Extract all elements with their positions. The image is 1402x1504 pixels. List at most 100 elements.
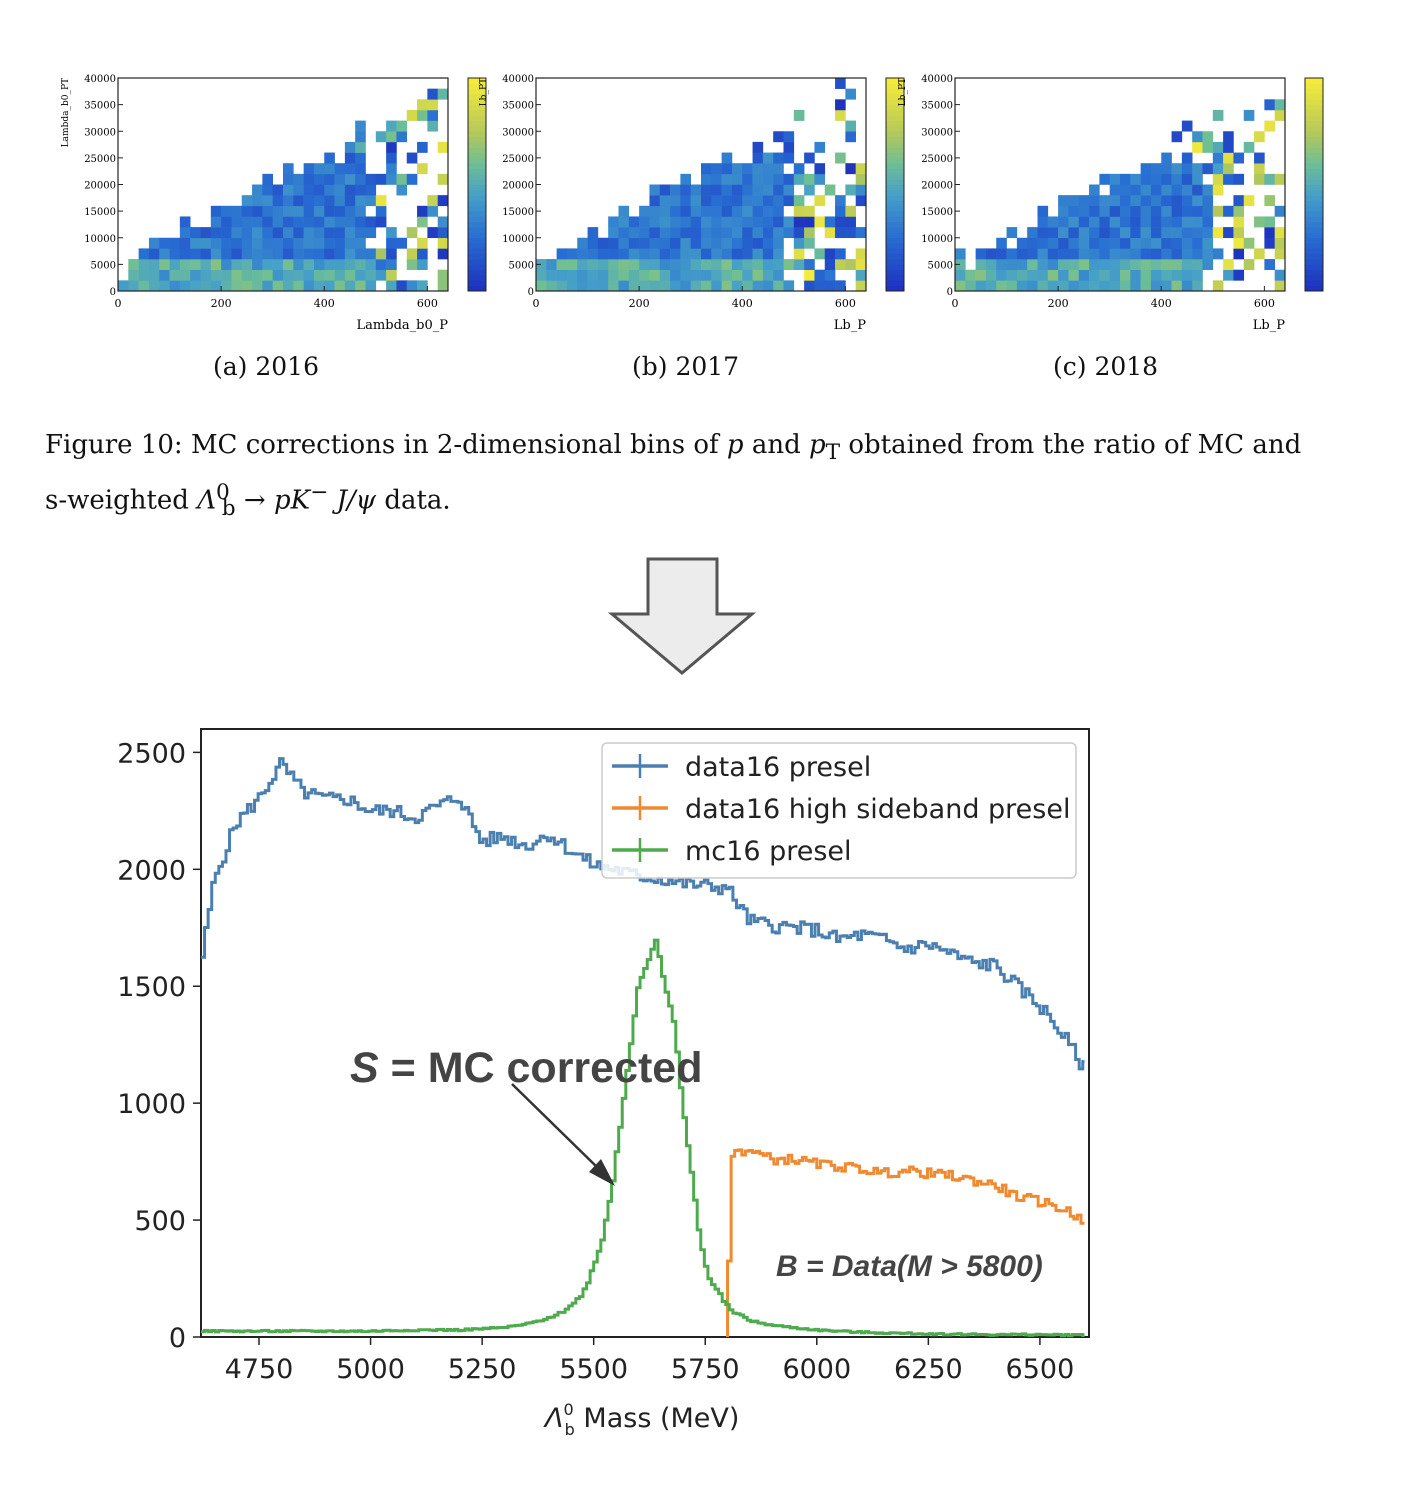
heatmap-cell — [386, 141, 397, 153]
x-tick-label: 6000 — [782, 1354, 851, 1385]
heatmap-cell — [313, 237, 325, 249]
heatmap-cell — [417, 248, 428, 260]
heatmap-cell — [1181, 195, 1193, 207]
colorbar-segment — [886, 125, 904, 132]
heatmap-cell — [375, 248, 387, 260]
heatmap-cell — [283, 227, 294, 239]
heatmap-cell — [437, 280, 449, 292]
heatmap-cell — [1171, 163, 1183, 175]
heatmap-cell — [437, 248, 449, 260]
heatmap-cell — [344, 184, 356, 196]
heatmap-cell — [179, 227, 191, 239]
colorbar-segment — [468, 104, 486, 111]
heatmap-cell — [1130, 237, 1141, 249]
heatmap-cell — [1078, 205, 1090, 217]
heatmap-cell — [1274, 280, 1286, 292]
heatmap-cell — [835, 78, 846, 89]
heatmap-cell — [231, 259, 243, 270]
heatmap-cell — [680, 195, 691, 207]
heatmap-cell — [1068, 259, 1080, 270]
caption-pt-sub: T — [825, 440, 841, 466]
heatmap-cell — [1016, 269, 1028, 281]
heatmap-cell — [1264, 195, 1275, 207]
heatmap-cell — [1068, 269, 1080, 281]
heatmap-cell — [293, 248, 304, 260]
heatmap-cell — [375, 216, 387, 228]
heatmap-cell — [721, 227, 733, 239]
heatmap-y-tick-label: 25000 — [84, 154, 116, 165]
heatmap-cell — [793, 248, 805, 260]
heatmap-cell — [241, 205, 253, 217]
heatmap-cell — [1150, 216, 1162, 228]
colorbar-segment — [468, 157, 486, 164]
heatmap-cell — [628, 227, 640, 239]
heatmap-cell — [1223, 227, 1234, 239]
heatmap-cell — [690, 237, 702, 249]
heatmap-cell — [1058, 280, 1069, 292]
heatmap-cell — [1264, 120, 1275, 132]
heatmap-cell — [804, 259, 815, 270]
heatmap-cell — [334, 227, 346, 239]
heatmap-cell — [855, 173, 867, 185]
colorbar-segment — [468, 184, 486, 191]
heatmap-cell — [1264, 259, 1275, 270]
heatmap-cell — [701, 280, 712, 292]
heatmap-cell — [303, 216, 315, 228]
heatmap-y-tick-label: 30000 — [921, 127, 953, 138]
colorbar-segment — [1305, 125, 1323, 132]
heatmap-cell — [752, 280, 764, 292]
heatmap-cell — [618, 259, 630, 270]
heatmap-cell — [406, 152, 418, 164]
heatmap-cell — [344, 280, 356, 292]
heatmap-cell — [690, 216, 702, 228]
heatmap-cell — [1171, 259, 1183, 270]
heatmap-cell — [427, 227, 438, 239]
heatmap-cell — [293, 205, 304, 217]
heatmap-cell — [731, 173, 743, 185]
heatmap-cell — [639, 269, 650, 281]
colorbar-segment — [886, 136, 904, 143]
heatmap-cell — [711, 184, 722, 196]
heatmap-cell — [1109, 195, 1121, 207]
heatmap-cell — [1264, 216, 1275, 228]
heatmap-cell — [334, 184, 346, 196]
heatmap-cell — [975, 248, 987, 260]
heatmap-cell — [814, 216, 826, 228]
heatmap-cell — [427, 99, 438, 111]
heatmap-y-tick-label: 15000 — [921, 207, 953, 218]
colorbar-segment — [886, 168, 904, 175]
colorbar-segment — [886, 88, 904, 95]
heatmap-cell — [437, 269, 449, 281]
heatmap-cell — [711, 163, 722, 175]
colorbar-segment — [1305, 99, 1323, 106]
heatmap-cell — [406, 248, 418, 260]
heatmap-cell — [835, 216, 846, 228]
heatmap-cell — [365, 184, 377, 196]
colorbar-segment — [1305, 285, 1323, 292]
heatmap-cell — [252, 227, 263, 239]
heatmap-cell — [386, 280, 397, 292]
caption-decay-sup: 0 — [216, 480, 230, 506]
heatmap-cell — [649, 216, 661, 228]
heatmap-cell — [742, 227, 753, 239]
x-tick-label: 6500 — [1006, 1354, 1075, 1385]
heatmap-cell — [365, 195, 377, 207]
heatmap-cell — [711, 259, 722, 270]
heatmap-cell — [680, 205, 691, 217]
heatmap-cell — [1212, 205, 1224, 217]
heatmap-cell — [1181, 120, 1193, 132]
heatmap-cell — [138, 248, 150, 260]
heatmap-cell — [690, 195, 702, 207]
colorbar-segment — [468, 141, 486, 148]
heatmap-cell — [1130, 227, 1141, 239]
s-annotation-italic: S — [350, 1044, 379, 1092]
heatmap-cell — [241, 259, 253, 270]
heatmap-cell — [731, 280, 743, 292]
heatmap-cell — [138, 259, 150, 270]
heatmap-cell — [417, 163, 428, 175]
heatmap-y-tick-label: 20000 — [921, 181, 953, 192]
heatmap-cell — [324, 152, 335, 164]
heatmap-cell — [1243, 141, 1255, 153]
heatmap-cell — [355, 184, 366, 196]
heatmap-cell — [1223, 141, 1234, 153]
